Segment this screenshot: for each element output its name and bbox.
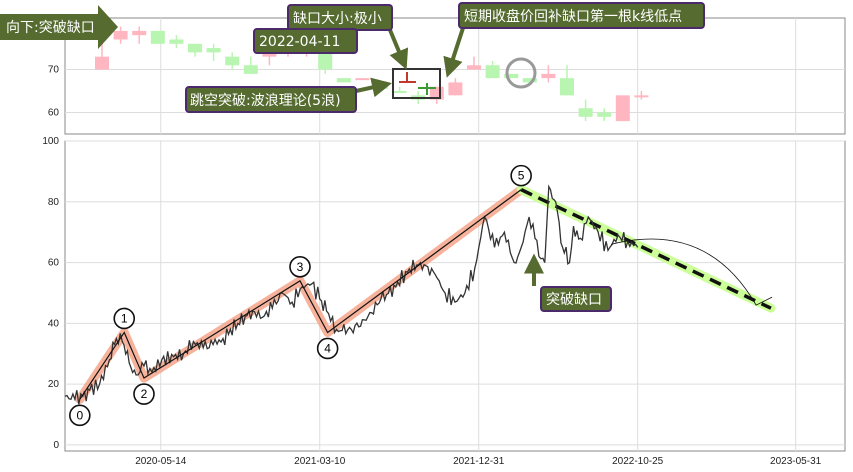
line-x-tick-label: 2020-05-14 [135, 456, 187, 467]
date-label-text: 2022-04-11 [259, 34, 340, 50]
line-panel-frame [64, 140, 846, 452]
wave-marker-circle [69, 404, 91, 427]
wave-marker-label: 4 [324, 341, 331, 355]
wave-markers: 0 1 2 3 4 5 [69, 164, 532, 427]
short-term-label-bg [458, 2, 705, 29]
wave-marker-circle [510, 164, 532, 187]
line-y-tick-label: 0 [53, 440, 59, 451]
forecast-dashed [520, 188, 772, 310]
line-x-tick-label: 2023-05-31 [770, 456, 822, 467]
candle-body [541, 73, 556, 79]
gap-box [392, 68, 441, 99]
candle-body [113, 30, 128, 40]
candle-body [169, 39, 184, 44]
candle-body [150, 30, 165, 44]
jump-label-bg [185, 86, 357, 113]
short-term-label: 短期收盘价回补缺口第一根k线低点 [458, 2, 705, 29]
candle-body [132, 30, 147, 36]
line-y-tick-label: 100 [42, 136, 59, 147]
wave-thin-path [79, 189, 522, 400]
candle-body [485, 65, 500, 79]
candle-body [467, 65, 481, 70]
breakout-label: 突破缺口 [540, 286, 612, 312]
wave-marker-circle [316, 337, 339, 360]
wave-marker-circle [113, 307, 136, 330]
date-label: 2022-04-11 [253, 28, 358, 54]
down-label: 向下:突破缺口 [0, 5, 118, 49]
short-term-arrow [443, 27, 465, 78]
breakout-label-text: 突破缺口 [546, 292, 602, 308]
wave-marker-circle [289, 256, 311, 278]
line-y-tick-label: 60 [48, 258, 60, 269]
line-y-tick-label: 80 [48, 197, 60, 208]
wave-marker-label: 5 [518, 169, 525, 183]
forecast-arc [610, 238, 773, 306]
line-x-tick-label: 2021-12-31 [453, 456, 505, 467]
highlight-circle [505, 57, 537, 89]
wave-marker-label: 2 [141, 387, 148, 401]
wave-marker-circle [133, 383, 155, 405]
down-label-text: 向下:突破缺口 [6, 20, 95, 36]
candle-body [355, 78, 370, 81]
jump-label-text: 跳空突破:波浪理论(5浪) [190, 93, 341, 109]
candle-body [243, 65, 258, 74]
candle-body [318, 52, 333, 70]
candle-body [560, 78, 574, 96]
line-y-tick-label: 40 [48, 318, 60, 329]
date-label-bg [253, 28, 358, 54]
candle-body [504, 73, 519, 79]
jump-label: 跳空突破:波浪理论(5浪) [185, 86, 357, 113]
line-x-tick-label: 2022-10-25 [612, 456, 664, 467]
candle-body [597, 112, 612, 117]
wave-marker-label: 0 [76, 408, 83, 422]
wave-marker-label: 1 [121, 311, 128, 325]
candle-panel-y-ticks: 60 70 [48, 65, 60, 119]
candle-body [634, 95, 649, 98]
candle-body [225, 56, 240, 66]
line-x-tick-label: 2021-03-10 [294, 456, 346, 467]
candle-y-tick-label: 70 [48, 65, 60, 76]
gap-size-label-text: 缺口大小:极小 [293, 11, 382, 27]
line-y-tick-label: 20 [48, 379, 60, 390]
candle-body [392, 91, 407, 94]
line-panel-x-ticks: 2020-05-14 2021-03-10 2021-12-31 2022-10-25… [135, 456, 821, 467]
candle-body [522, 78, 537, 83]
candle-body [615, 95, 630, 122]
breakout-label-bg [540, 286, 612, 312]
jump-arrow [355, 77, 392, 98]
candle-body [188, 43, 202, 53]
line-panel-y-ticks: 0 20 40 60 80 100 [42, 136, 59, 451]
candle-y-tick-label: 60 [48, 108, 60, 119]
wave-marker-label: 3 [297, 260, 304, 274]
candle-body [448, 82, 463, 96]
candle-panel-frame [64, 17, 846, 135]
short-term-label-text: 短期收盘价回补缺口第一根k线低点 [464, 8, 682, 25]
candle-body [578, 108, 593, 117]
wave-lines [79, 189, 522, 400]
gap-size-arrow [388, 29, 409, 70]
down-label-shape [0, 5, 118, 49]
candle-body [336, 78, 351, 83]
forecast-line [516, 185, 776, 313]
candle-body [95, 56, 109, 70]
candle-body [206, 48, 221, 53]
gap-size-label: 缺口大小:极小 [287, 4, 393, 31]
